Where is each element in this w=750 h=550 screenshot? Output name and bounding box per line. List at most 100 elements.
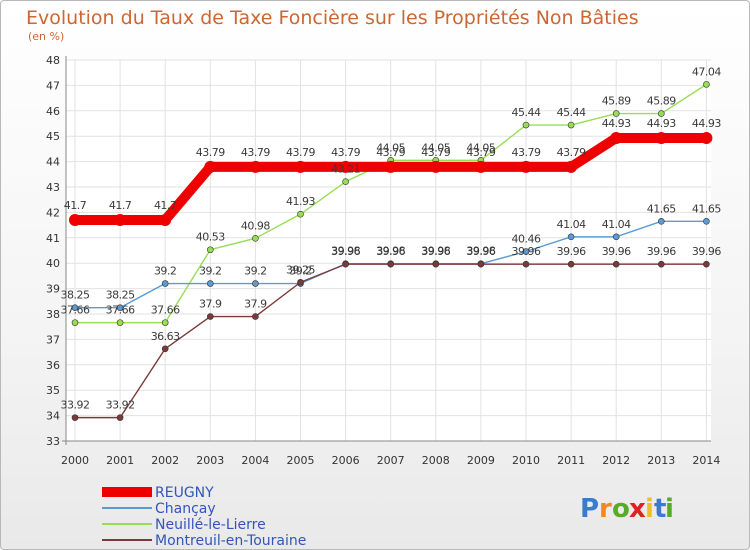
data-label: 43.79 [466, 146, 495, 159]
data-point [657, 110, 665, 117]
data-label: 39.98 [331, 245, 360, 258]
y-tick-label: 37 [46, 333, 60, 346]
data-point [342, 178, 349, 185]
y-tick-label: 38 [46, 308, 60, 321]
data-label: 39.96 [647, 245, 676, 258]
y-tick-label: 45 [46, 130, 60, 143]
x-tick-label: 2000 [61, 454, 89, 467]
data-point [612, 110, 620, 117]
x-tick-label: 2003 [196, 454, 224, 467]
data-point [567, 260, 575, 268]
x-tick-label: 2002 [151, 454, 179, 467]
data-point [657, 260, 665, 268]
data-label: 39.98 [466, 245, 495, 258]
y-tick-label: 34 [46, 410, 60, 423]
plot-area: 33 34 35 36 37 38 39 40 41 42 43 44 45 46 47 48 2000 2001… [46, 54, 722, 467]
data-label: 38.25 [61, 289, 90, 302]
data-point [567, 233, 575, 241]
data-point [252, 313, 259, 320]
data-point [522, 260, 530, 268]
data-point [252, 280, 259, 287]
data-point [339, 160, 352, 173]
data-point [429, 160, 442, 173]
data-point [161, 345, 169, 353]
data-label: 37.9 [244, 298, 267, 311]
data-label: 36.63 [151, 330, 180, 343]
data-label: 40.98 [241, 219, 270, 232]
data-point [159, 214, 172, 227]
logo-letter: t [654, 494, 666, 524]
y-tick-label: 33 [46, 435, 60, 448]
data-label: 39.96 [602, 245, 631, 258]
data-label: 45.44 [557, 106, 586, 119]
data-point [252, 235, 259, 242]
x-tick-label: 2004 [241, 454, 269, 467]
data-label: 37.66 [106, 304, 135, 317]
data-point [342, 260, 349, 268]
data-label: 41.04 [557, 218, 586, 231]
x-tick-label: 2009 [467, 454, 495, 467]
data-point [567, 121, 575, 129]
y-tick-label: 35 [46, 384, 60, 397]
y-tick-label: 39 [46, 283, 60, 296]
x-tick-label: 2006 [332, 454, 360, 467]
data-point [71, 304, 79, 311]
data-label: 39.2 [154, 265, 177, 278]
data-point [207, 280, 214, 287]
logo-letter: i [645, 494, 654, 524]
data-label: 44.05 [376, 141, 405, 154]
data-label: 45.89 [602, 95, 631, 108]
logo-letter: P [580, 494, 599, 524]
data-point [204, 160, 217, 173]
data-point [116, 414, 124, 421]
data-point [249, 160, 262, 173]
data-label: 47.04 [692, 65, 721, 78]
data-label: 44.93 [647, 117, 676, 130]
data-label: 43.79 [286, 146, 315, 159]
data-point [297, 278, 304, 286]
x-tick-label: 2008 [422, 454, 450, 467]
logo-letter: o [612, 494, 630, 524]
data-point [207, 313, 214, 320]
data-point [612, 233, 620, 241]
x-tick-label: 2001 [106, 454, 134, 467]
legend-label: Neuillé-le-Lierre [155, 517, 266, 533]
x-tick-label: 2007 [377, 454, 405, 467]
data-label: 39.96 [466, 245, 495, 258]
data-label: 39.25 [286, 263, 315, 276]
x-tick-label: 2012 [602, 454, 630, 467]
data-point [655, 131, 668, 144]
data-label: 43.21 [331, 163, 360, 176]
data-label: 44.05 [466, 141, 495, 154]
data-point [387, 260, 395, 268]
data-label: 39.96 [421, 245, 450, 258]
data-label: 43.79 [241, 146, 270, 159]
data-point [69, 214, 81, 227]
data-label: 40.46 [512, 233, 541, 246]
data-label: 43.79 [421, 146, 450, 159]
data-point [522, 121, 530, 129]
data-point [71, 319, 79, 326]
y-tick-label: 46 [46, 105, 60, 118]
data-point [657, 217, 665, 225]
y-tick-label: 47 [46, 79, 60, 92]
data-label: 33.92 [61, 399, 90, 412]
logo-letter: r [599, 494, 612, 524]
data-point [71, 414, 79, 421]
data-label: 39.96 [512, 245, 541, 258]
data-label: 37.9 [199, 298, 222, 311]
data-point [703, 81, 710, 88]
data-point [610, 131, 623, 144]
logo-letter: x [629, 494, 646, 524]
data-point [522, 248, 530, 255]
data-point [477, 260, 485, 268]
data-label: 33.92 [106, 399, 135, 412]
legend-label: REUGNY [155, 485, 214, 501]
data-point [294, 160, 307, 173]
data-label: 39.96 [557, 245, 586, 258]
y-tick-label: 48 [46, 54, 60, 67]
data-label: 41.7 [109, 199, 132, 212]
data-label: 37.66 [151, 304, 180, 317]
